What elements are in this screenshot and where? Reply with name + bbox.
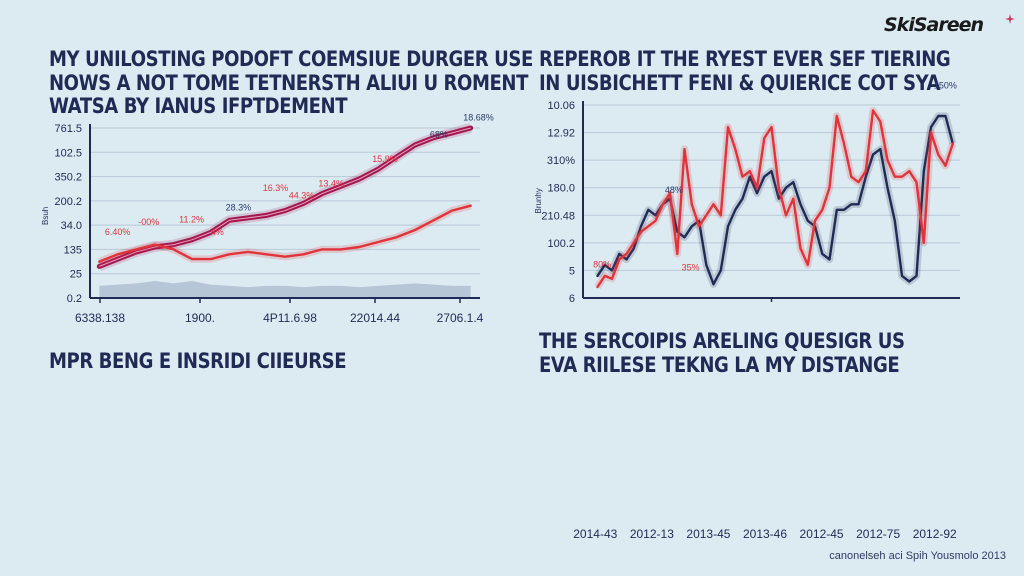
data-label: 80%	[593, 260, 611, 270]
series-area-baseline-area	[99, 281, 471, 298]
y-tick-label: 210.48	[541, 210, 575, 222]
x-tick-label: 2012-13	[630, 527, 674, 541]
data-label: 68%	[430, 130, 448, 140]
data-label: -00%	[138, 217, 159, 227]
chart-title-bottom-right: THE SERCOIPIS ARELING QUESIGR US EVA RII…	[539, 329, 905, 377]
source-footnote: canonelseh aci Spih Yousmolo 2013	[829, 550, 1006, 562]
title-line: MY UNILOSTING PODOFT COEMSIUE DURGER USE	[49, 47, 533, 71]
x-tick-label: 4P11.6.98	[263, 311, 317, 325]
y-tick-label: 12.92	[547, 128, 575, 140]
y-tick-label: 180.0	[547, 183, 575, 195]
data-label: 15.9%	[372, 154, 398, 164]
chart-top-left: 0.2 25 135 34.0 200.2 350.2 102.5 761.5 6338.138…	[41, 113, 494, 325]
y-tick-label: 6	[569, 293, 575, 305]
data-label: 11.2%	[179, 215, 204, 225]
brand-logo: SkiSareen	[884, 14, 984, 36]
x-tick-label: 2014-43	[573, 527, 617, 541]
y-axis-label: Bsuh	[41, 207, 50, 225]
y-tick-label: 310%	[547, 155, 575, 167]
y-tick-label: 350.2	[54, 172, 82, 184]
x-tick-label: 2012-45	[800, 527, 844, 541]
y-axis-label: Brunhy	[534, 188, 543, 213]
x-tick-label: 2012-75	[856, 527, 900, 541]
x-tick-label: 1900.	[185, 311, 215, 325]
y-tick-label: 34.0	[61, 220, 82, 232]
title-line: IN UISBICHETT FENI & QUIERICE COT SYA	[539, 70, 941, 95]
title-line: NOWS A NOT TOME TETNERSTH ALIUI U ROMENT	[49, 70, 528, 95]
y-tick-label: 10.06	[547, 100, 575, 112]
chart-top-right: 6 5 100.2 210.48 180.0 310% 12.92 10.06 Brunhy 80…	[534, 80, 960, 305]
data-label: 4%	[211, 227, 224, 237]
y-tick-label: 135	[64, 244, 82, 256]
data-label: 28.3%	[226, 203, 252, 213]
x-tick-label: 6338.138	[75, 311, 125, 325]
chart-title-bottom-left: MPR BENG E INSRIDI CIIEURSE	[49, 349, 347, 374]
title-line: THE SERCOIPIS ARELING QUESIGR US	[539, 329, 905, 353]
series-line-red-line	[596, 109, 954, 289]
y-tick-label: 102.5	[54, 147, 82, 159]
sparkle-icon	[1005, 14, 1015, 24]
y-tick-label: 25	[70, 269, 82, 281]
series-line-navy-line	[596, 114, 954, 286]
data-label: 35%	[682, 262, 700, 272]
chart-bottom-right: 0.5300%680%500%540%200%58%2014-4358%2012…	[573, 527, 957, 541]
y-tick-label: 100.2	[547, 238, 575, 250]
y-tick-label: 200.2	[54, 196, 82, 208]
data-label: 13.4%	[318, 178, 344, 188]
x-tick-label: 2012-92	[913, 527, 957, 541]
series-line-red-line	[98, 204, 472, 263]
title-line: REPEROB IT THE RYEST EVER SEF TIERING	[539, 47, 951, 71]
title-line: WATSA BY IANUS IFPTDEMENT	[49, 94, 348, 119]
title-line: MPR BENG E INSRIDI CIIEURSE	[49, 349, 347, 373]
data-label: 48%	[665, 185, 683, 195]
chart-title-top-right: REPEROB IT THE RYEST EVER SEF TIERING IN…	[539, 47, 951, 95]
chart-title-top-left: MY UNILOSTING PODOFT COEMSIUE DURGER USE…	[49, 47, 533, 119]
title-line: EVA RIILESE TEKNG LA MY DISTANGE	[539, 352, 900, 377]
data-label: 150%	[934, 80, 957, 90]
data-label: 44.3%	[289, 190, 315, 200]
x-tick-label: 2706.1.4	[437, 311, 484, 325]
y-tick-label: 761.5	[54, 123, 82, 135]
data-label: 18.68%	[463, 113, 494, 123]
y-tick-label: 0.2	[67, 293, 82, 305]
data-label: 6.40%	[105, 227, 131, 237]
x-tick-label: 2013-46	[743, 527, 787, 541]
chart-bottom-left: 01.7%204306100200%2118 151.4IF2004.19200…	[0, 330, 512, 576]
x-tick-label: 2013-45	[686, 527, 730, 541]
data-label: 16.3%	[263, 183, 289, 193]
y-tick-label: 5	[569, 265, 575, 277]
x-tick-label: 22014.44	[350, 311, 400, 325]
